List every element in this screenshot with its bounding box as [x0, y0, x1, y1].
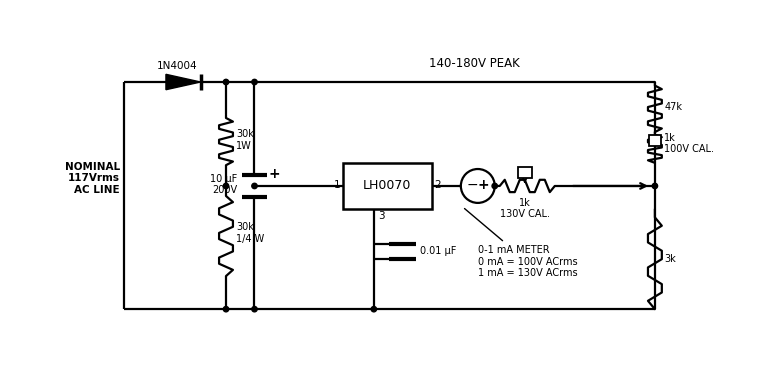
Circle shape: [224, 183, 229, 189]
Text: 1k
100V CAL.: 1k 100V CAL.: [664, 133, 714, 154]
Polygon shape: [166, 74, 201, 90]
Text: 30k
1/4 W: 30k 1/4 W: [236, 222, 265, 244]
Text: 10 μF
200V: 10 μF 200V: [210, 174, 237, 195]
Text: LH0070: LH0070: [363, 179, 412, 193]
Text: 3k: 3k: [664, 254, 676, 264]
Circle shape: [652, 183, 658, 189]
Text: 2: 2: [434, 180, 441, 190]
Text: 140-180V PEAK: 140-180V PEAK: [428, 58, 519, 70]
Text: 47k: 47k: [664, 102, 682, 112]
Text: 0-1 mA METER
0 mA = 100V ACrms
1 mA = 130V ACrms: 0-1 mA METER 0 mA = 100V ACrms 1 mA = 13…: [465, 208, 578, 279]
Bar: [649, 135, 661, 146]
Bar: [343, 163, 431, 209]
Circle shape: [492, 183, 497, 189]
Text: NOMINAL
117Vrms
AC LINE: NOMINAL 117Vrms AC LINE: [64, 162, 120, 195]
Text: +: +: [478, 178, 489, 192]
Text: 1N4004: 1N4004: [157, 61, 197, 71]
Circle shape: [461, 169, 495, 203]
Text: 1k
130V CAL.: 1k 130V CAL.: [500, 197, 550, 219]
Circle shape: [224, 307, 229, 312]
Text: +: +: [268, 167, 280, 181]
Circle shape: [252, 79, 257, 85]
Text: 30k
1W: 30k 1W: [236, 129, 254, 151]
Text: 1: 1: [334, 180, 340, 190]
Bar: [518, 168, 531, 178]
Circle shape: [371, 307, 377, 312]
Text: 3: 3: [377, 211, 384, 221]
Circle shape: [224, 79, 229, 85]
Circle shape: [252, 307, 257, 312]
Text: 0.01 μF: 0.01 μF: [420, 246, 456, 256]
Circle shape: [252, 183, 257, 189]
Text: −: −: [467, 178, 478, 192]
